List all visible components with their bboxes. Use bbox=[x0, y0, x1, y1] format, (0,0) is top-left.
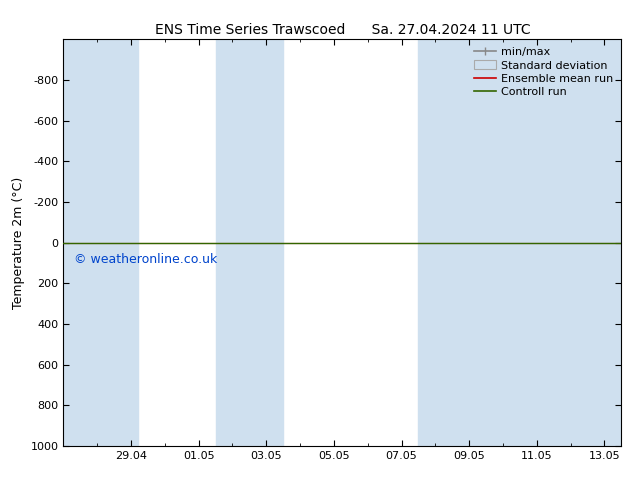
Bar bbox=[63, 39, 138, 446]
Legend: min/max, Standard deviation, Ensemble mean run, Controll run: min/max, Standard deviation, Ensemble me… bbox=[471, 45, 616, 99]
Bar bbox=[216, 39, 283, 446]
Title: ENS Time Series Trawscoed      Sa. 27.04.2024 11 UTC: ENS Time Series Trawscoed Sa. 27.04.2024… bbox=[155, 23, 530, 37]
Bar bbox=[418, 39, 621, 446]
Y-axis label: Temperature 2m (°C): Temperature 2m (°C) bbox=[12, 176, 25, 309]
Text: © weatheronline.co.uk: © weatheronline.co.uk bbox=[74, 253, 217, 266]
